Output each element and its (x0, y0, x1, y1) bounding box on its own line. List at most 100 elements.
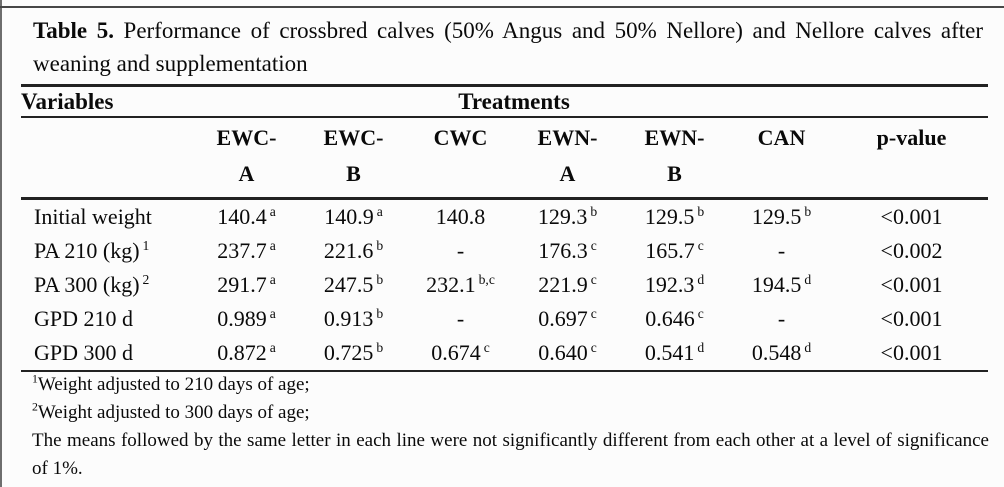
row-label-cell: Initial weight (21, 199, 193, 235)
treatments-header: Treatments (458, 88, 570, 114)
value-cell: 0.548 d (728, 336, 835, 371)
cell-value: 140.9 (324, 204, 374, 229)
cell-value: 140.8 (435, 204, 486, 229)
value-cell: 140.9 a (300, 199, 407, 235)
cell-value: 221.9 (538, 272, 588, 297)
p-value-cell: <0.002 (835, 234, 988, 268)
value-cell: 0.872 a (193, 336, 300, 371)
p-value: <0.002 (880, 238, 943, 263)
column-header-line1: p-value (876, 125, 947, 150)
footnotes: 1Weight adjusted to 210 days of age; 2Wei… (32, 371, 989, 483)
cell-superscript: b (590, 203, 598, 219)
cell-value: 176.3 (538, 238, 588, 263)
cell-value: 129.5 (751, 204, 802, 229)
footnote: The means followed by the same letter in… (32, 427, 989, 483)
page-border-left (0, 0, 2, 487)
cell-value: 0.697 (538, 306, 588, 331)
column-header-line1: EWC- (216, 125, 277, 150)
value-cell: 0.913 b (300, 302, 407, 336)
column-header-line1: CWC (433, 125, 488, 150)
column-header-ewna: EWN- A (514, 117, 621, 199)
value-cell: 221.9 c (514, 268, 621, 302)
cell-value: 140.4 (217, 204, 267, 229)
value-cell: 0.674 c (407, 336, 514, 371)
table-row: Initial weight 140.4 a 140.9 a 140.8 129.3 b 129… (21, 199, 988, 235)
column-header-line2: A (238, 161, 255, 186)
footnote-text: The means followed by the same letter in… (32, 430, 989, 479)
cell-superscript: b (376, 271, 384, 287)
table-row: PA 210 (kg) 1 237.7 a 221.6 b -176.3 c 165.7 c - <0… (21, 234, 988, 268)
column-header-can: CAN (728, 117, 835, 199)
value-cell: 140.8 (407, 199, 514, 235)
value-cell: 129.5 b (728, 199, 835, 235)
cell-superscript: a (269, 237, 276, 253)
cell-superscript: a (269, 271, 276, 287)
value-cell: 0.640 c (514, 336, 621, 371)
value-cell: 129.5 b (621, 199, 728, 235)
cell-superscript: c (697, 305, 704, 321)
column-header-row: EWC- A EWC- B CWC EWN- A EWN- B CAN p-value (21, 117, 989, 199)
cell-superscript: b (376, 339, 384, 355)
cell-value: 237.7 (217, 238, 267, 263)
value-cell: 0.541 d (621, 336, 728, 371)
cell-value: - (456, 306, 465, 331)
page-border-top (0, 6, 1004, 8)
cell-superscript: d (804, 339, 812, 355)
row-label: PA 210 (kg) (34, 238, 140, 263)
cell-value: 0.725 (323, 340, 374, 365)
value-cell: 0.725 b (300, 336, 407, 371)
row-label-cell: PA 300 (kg) 2 (21, 268, 193, 302)
column-header-line1: EWC- (323, 125, 384, 150)
variables-header: Variables (21, 88, 114, 114)
cell-value: 129.5 (644, 204, 695, 229)
p-value: <0.001 (880, 272, 943, 297)
column-header-pvalue: p-value (835, 117, 988, 199)
cell-superscript: c (590, 339, 597, 355)
value-cell: - (728, 234, 835, 268)
cell-superscript: c (483, 339, 490, 355)
cell-superscript: b,c (478, 271, 495, 287)
cell-value: 291.7 (217, 272, 267, 297)
value-cell: 140.4 a (193, 199, 300, 235)
column-header-ewcb: EWC- B (300, 117, 407, 199)
footnote-text: Weight adjusted to 300 days of age; (37, 402, 310, 423)
p-value-cell: <0.001 (835, 302, 988, 336)
value-cell: 176.3 c (514, 234, 621, 268)
row-label-superscript: 1 (142, 237, 150, 253)
cell-superscript: a (269, 339, 276, 355)
cell-superscript: a (376, 203, 383, 219)
header-group-row: Variables Treatments (21, 86, 989, 117)
cell-superscript: d (697, 339, 705, 355)
cell-superscript: b (376, 237, 384, 253)
cell-value: - (777, 238, 786, 263)
table-caption: Table 5. Performance of crossbred calves… (33, 14, 983, 80)
cell-value: 232.1 (426, 272, 476, 297)
p-value-cell: <0.001 (835, 336, 988, 371)
cell-superscript: d (804, 271, 812, 287)
value-cell: 232.1 b,c (407, 268, 514, 302)
cell-value: 221.6 (323, 238, 374, 263)
row-label: GPD 210 d (34, 306, 134, 331)
cell-value: 0.541 (644, 340, 695, 365)
cell-superscript: b (697, 203, 705, 219)
footnote-text: Weight adjusted to 210 days of age; (37, 374, 310, 395)
p-value: <0.001 (880, 306, 943, 331)
cell-superscript: c (590, 271, 597, 287)
row-label: Initial weight (34, 204, 152, 229)
cell-superscript: b (376, 305, 384, 321)
footnote: 1Weight adjusted to 210 days of age; (32, 371, 989, 399)
cell-value: 129.3 (537, 204, 588, 229)
column-header-line2: B (667, 161, 682, 186)
results-table: Variables Treatments EWC- A EWC- B CWC EWN- A E… (21, 84, 989, 372)
row-label-cell: GPD 300 d (21, 336, 193, 371)
cell-superscript: a (269, 203, 276, 219)
row-label-cell: PA 210 (kg) 1 (21, 234, 193, 268)
value-cell: 237.7 a (193, 234, 300, 268)
cell-value: 0.646 (645, 306, 695, 331)
value-cell: - (407, 302, 514, 336)
column-header-ewca: EWC- A (193, 117, 300, 199)
column-header-line1: EWN- (644, 125, 705, 150)
table-body: Initial weight 140.4 a 140.9 a 140.8 129.3 b 129… (21, 199, 988, 372)
table-row: PA 300 (kg) 2 291.7 a 247.5 b 232.1 b,c 221.9 c 19… (21, 268, 988, 302)
value-cell: 221.6 b (300, 234, 407, 268)
